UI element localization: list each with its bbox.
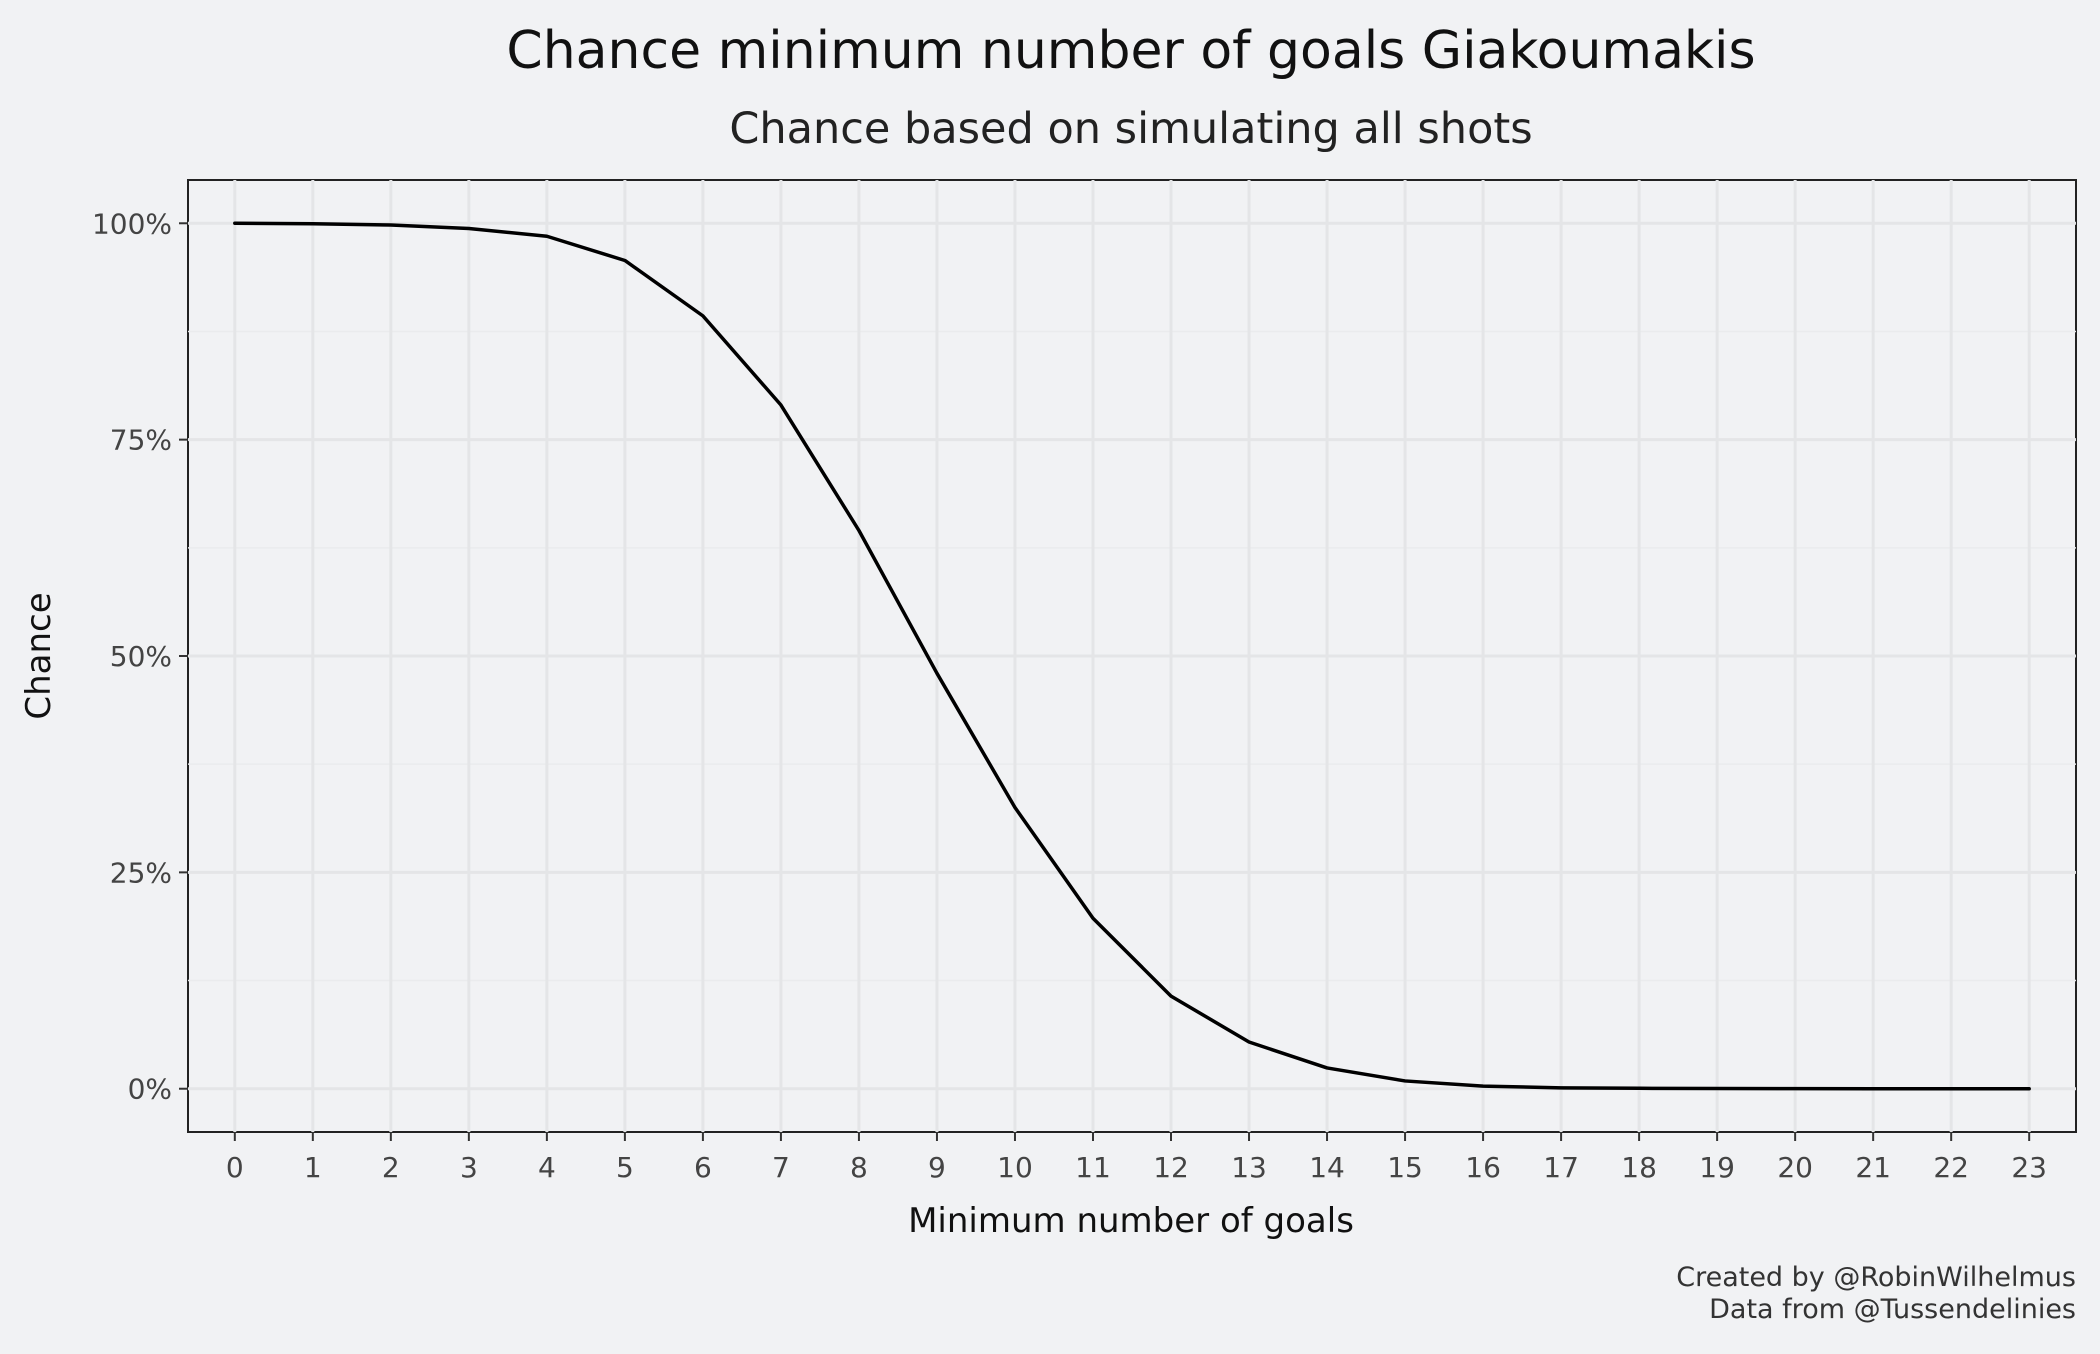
x-tick-label: 20 <box>1777 1151 1813 1184</box>
x-tick-label: 19 <box>1699 1151 1735 1184</box>
x-tick-label: 4 <box>538 1151 556 1184</box>
series-layer <box>233 221 2031 1091</box>
y-tick-label: 100% <box>92 207 172 240</box>
x-tick-label: 8 <box>850 1151 868 1184</box>
y-axis-title: Chance <box>19 592 59 719</box>
series-line <box>233 221 2031 1091</box>
x-tick-label: 1 <box>304 1151 322 1184</box>
x-tick-label: 14 <box>1309 1151 1345 1184</box>
x-axis-title: Minimum number of goals <box>908 1201 1354 1241</box>
x-tick-label: 12 <box>1153 1151 1189 1184</box>
x-tick-label: 11 <box>1075 1151 1111 1184</box>
caption-created-by: Created by @RobinWilhelmus <box>1676 1262 2076 1293</box>
y-tick-label: 25% <box>110 856 172 889</box>
x-tick-label: 17 <box>1543 1151 1579 1184</box>
x-tick-label: 22 <box>1933 1151 1969 1184</box>
x-tick-label: 3 <box>460 1151 478 1184</box>
x-tick-label: 15 <box>1387 1151 1423 1184</box>
x-axis: 0 1 2 3 4 5 6 7 8 9 10 11 12 13 14 15 16 17 18 19 20 21 22 23 <box>226 1132 2047 1184</box>
x-tick-label: 0 <box>226 1151 244 1184</box>
x-tick-label: 7 <box>772 1151 790 1184</box>
x-tick-label: 23 <box>2011 1151 2047 1184</box>
x-tick-label: 5 <box>616 1151 634 1184</box>
y-tick-label: 50% <box>110 640 172 673</box>
y-axis: 0% 25% 50% 75% 100% <box>92 207 188 1106</box>
y-tick-label: 0% <box>128 1073 172 1106</box>
x-tick-label: 10 <box>997 1151 1033 1184</box>
y-tick-label: 75% <box>110 424 172 457</box>
caption-data-source: Data from @Tussendelinies <box>1709 1294 2076 1325</box>
x-tick-label: 9 <box>928 1151 946 1184</box>
x-tick-label: 6 <box>694 1151 712 1184</box>
x-tick-label: 13 <box>1231 1151 1267 1184</box>
chart-subtitle: Chance based on simulating all shots <box>729 104 1532 154</box>
x-tick-label: 2 <box>382 1151 400 1184</box>
x-tick-label: 21 <box>1855 1151 1891 1184</box>
x-tick-label: 16 <box>1465 1151 1501 1184</box>
grid-layer <box>188 180 2076 1132</box>
chart-title: Chance minimum number of goals Giakoumak… <box>506 21 1755 81</box>
x-tick-label: 18 <box>1621 1151 1657 1184</box>
